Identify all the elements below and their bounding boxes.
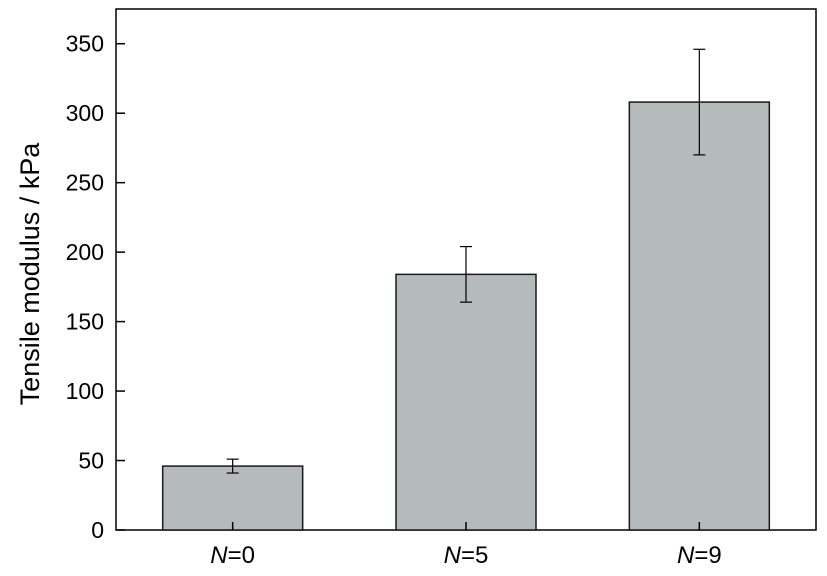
x-tick-label-value: =0 (228, 542, 255, 569)
bar (628, 101, 771, 531)
y-axis: 0 50 100 150 200 250 300 350 (66, 31, 125, 543)
x-tick-label: N=9 (677, 542, 722, 569)
y-tick-label: 150 (66, 309, 104, 335)
y-tick-label: 50 (78, 448, 104, 474)
y-axis-label: Tensile modulus / kPa (15, 142, 45, 406)
x-tick-label-var: N (444, 542, 462, 569)
y-tick-label: 200 (66, 239, 104, 265)
x-tick-label-value: =9 (694, 542, 721, 569)
x-tick-label-var: N (210, 542, 228, 569)
x-tick-label: N=0 (210, 542, 255, 569)
y-tick-label: 250 (66, 170, 104, 196)
x-axis: N=0 N=5 N=9 (210, 522, 722, 569)
bar (395, 273, 537, 531)
y-tick-label: 300 (66, 100, 104, 126)
x-tick-label-var: N (677, 542, 695, 569)
bars (161, 48, 771, 531)
y-tick-label: 350 (66, 31, 104, 57)
bar (161, 465, 304, 531)
y-tick-label: 0 (91, 517, 104, 543)
x-tick-label: N=5 (444, 542, 489, 569)
x-tick-label-value: =5 (461, 542, 488, 569)
y-tick-label: 100 (66, 378, 104, 404)
